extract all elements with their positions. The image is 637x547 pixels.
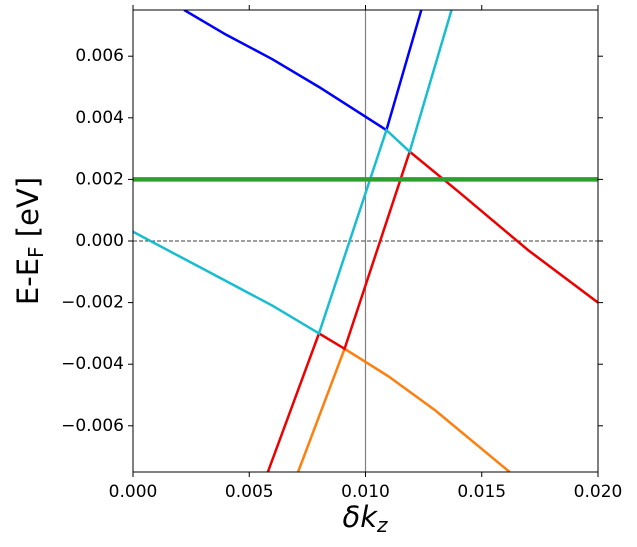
x-label-sub: z [376, 513, 388, 537]
y-tick-label: −0.006 [61, 416, 124, 436]
series-line [133, 10, 453, 336]
y-label-main: E-E [11, 258, 45, 305]
series-line [183, 10, 423, 133]
x-tick-label: 0.000 [109, 482, 158, 502]
y-tick-label: 0.002 [75, 169, 124, 189]
y-tick-label: 0.004 [75, 108, 124, 128]
y-label-sub: F [24, 246, 48, 258]
y-tick-label: −0.004 [61, 354, 124, 374]
y-label-unit: [eV] [11, 177, 45, 247]
y-axis-label: E-EF [eV] [11, 177, 48, 305]
x-tick-label: 0.010 [341, 482, 390, 502]
x-axis-label: δkz [342, 500, 388, 537]
y-tick-label: −0.002 [61, 293, 124, 313]
y-tick-label: 0.000 [75, 231, 124, 251]
x-tick-label: 0.015 [457, 482, 506, 502]
x-label-main: δk [342, 500, 378, 534]
x-tick-label: 0.005 [225, 482, 274, 502]
y-tick-label: 0.006 [75, 46, 124, 66]
series-line [296, 346, 511, 472]
x-tick-label: 0.020 [574, 482, 623, 502]
plot [133, 10, 598, 472]
